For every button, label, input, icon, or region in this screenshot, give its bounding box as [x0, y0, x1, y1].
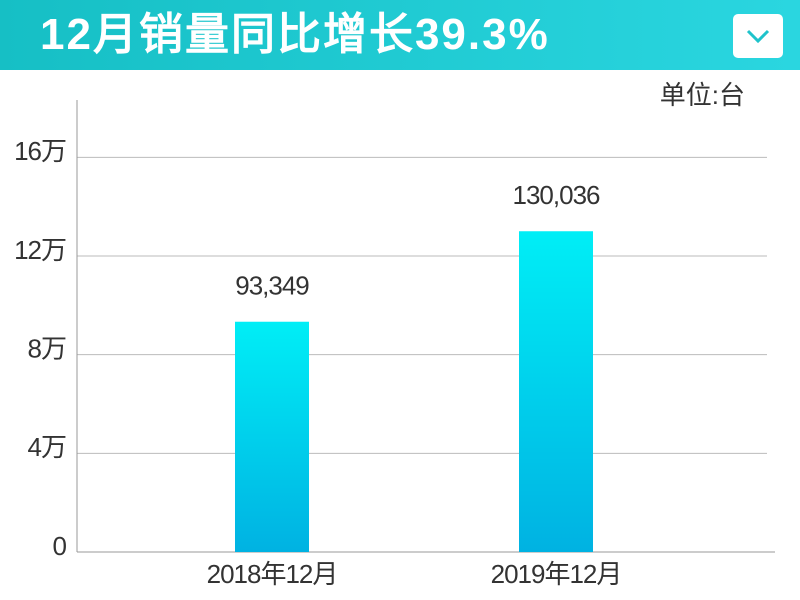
y-tick-label: 8万 [28, 334, 66, 364]
y-tick-label: 12万 [14, 235, 66, 265]
value-label: 130,036 [513, 180, 601, 210]
unit-label: 单位:台 [660, 80, 745, 110]
bar [519, 231, 593, 552]
dropdown-button[interactable] [733, 14, 783, 58]
y-tick-label: 0 [53, 531, 67, 561]
value-label: 93,349 [235, 271, 309, 301]
x-tick-label: 2018年12月 [207, 559, 338, 589]
y-tick-label: 4万 [28, 432, 66, 462]
y-tick-label: 16万 [14, 136, 66, 166]
chart: 单位:台 0 4万 8万 12万 16万 2018年12月 93,349 2019年12月 13… [14, 80, 775, 589]
header-bar: 12月销量同比增长39.3% [0, 0, 800, 70]
bar [235, 321, 309, 552]
x-tick-label: 2019年12月 [491, 559, 622, 589]
chart-title: 12月销量同比增长39.3% [40, 10, 550, 59]
chevron-icon [746, 29, 770, 44]
